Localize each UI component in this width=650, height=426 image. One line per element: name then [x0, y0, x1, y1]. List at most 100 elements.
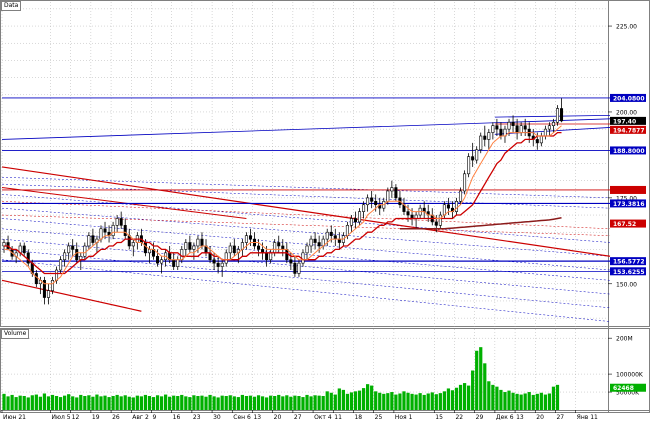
candle-body: [406, 211, 410, 216]
volume-bar: [200, 395, 204, 410]
volume-bar: [426, 393, 430, 410]
time-tick-label: 13: [253, 414, 261, 421]
volume-bar: [184, 396, 188, 410]
price-tag: [610, 146, 646, 155]
volume-bar: [370, 385, 374, 410]
volume-bar: [402, 391, 406, 410]
volume-bar: [164, 394, 168, 410]
volume-bar: [196, 395, 200, 410]
time-tick-label: Дек 6: [496, 414, 514, 421]
volume-bar: [2, 393, 6, 410]
volume-bar: [366, 384, 370, 410]
volume-bar: [394, 394, 398, 410]
volume-bar: [527, 392, 531, 410]
volume-bar: [269, 395, 273, 410]
candle-body: [386, 190, 390, 202]
volume-bar: [91, 396, 95, 410]
volume-bar: [471, 370, 475, 410]
fan-line: [1, 249, 611, 309]
candle-body: [551, 121, 555, 127]
volume-panel-title[interactable]: Volume: [1, 329, 30, 339]
candle-body: [34, 273, 38, 285]
volume-bar: [115, 394, 119, 410]
volume-bar: [281, 396, 285, 410]
volume-bar: [418, 393, 422, 410]
candle-body: [67, 245, 71, 254]
volume-bar: [30, 395, 34, 410]
candle-body: [115, 218, 119, 226]
time-tick-label: Июл 5: [51, 414, 70, 421]
time-tick-label: 27: [294, 414, 302, 421]
volume-bar: [321, 395, 325, 410]
candle-body: [309, 238, 313, 247]
candle-body: [547, 125, 551, 130]
volume-bar: [79, 394, 83, 410]
price-tag-label: 173.3816: [613, 201, 645, 208]
volume-bar: [462, 383, 467, 410]
volume-bar: [26, 397, 30, 410]
volume-bar: [349, 392, 354, 410]
candle-body: [349, 218, 353, 226]
volume-bar: [46, 396, 51, 410]
volume-bar: [507, 390, 511, 410]
volume-bar: [289, 396, 293, 410]
volume-bar: [204, 396, 208, 410]
time-tick-label: 20: [536, 414, 544, 421]
volume-bar: [414, 394, 418, 410]
volume-bar: [467, 385, 471, 410]
volume-bar: [248, 395, 253, 410]
candle-body: [507, 121, 511, 130]
volume-bar: [240, 394, 244, 410]
volume-bar: [317, 395, 321, 410]
volume-bar: [277, 394, 281, 410]
candle-body: [459, 190, 463, 202]
volume-bar: [236, 397, 240, 410]
volume-bar: [341, 389, 345, 410]
price-panel-title[interactable]: Data: [1, 1, 22, 11]
candle-body: [345, 225, 349, 236]
volume-bar: [111, 395, 115, 410]
volume-tick-label: 200M: [616, 336, 633, 343]
volume-bar: [265, 397, 269, 410]
candle-body: [297, 262, 301, 274]
price-tag-label: 197.40: [613, 118, 636, 125]
candle-body: [442, 204, 446, 216]
volume-bar: [386, 393, 390, 410]
trend-line: [494, 114, 611, 118]
volume-bar: [382, 393, 386, 410]
candle-body: [55, 269, 59, 281]
volume-bar: [547, 393, 552, 410]
candle-body: [71, 245, 75, 250]
volume-bar: [305, 394, 309, 410]
volume-bar: [83, 395, 87, 410]
volume-bar: [535, 393, 539, 410]
candle-body: [353, 218, 358, 223]
candle-body: [87, 235, 91, 247]
price-tick-label: 150.00: [616, 281, 637, 288]
volume-bar: [14, 397, 18, 410]
fan-line: [1, 259, 611, 322]
price-tick-label: 200.00: [616, 109, 637, 116]
price-tag: [610, 125, 646, 134]
volume-bar: [244, 395, 249, 410]
candle-body: [232, 245, 236, 254]
candle-body: [180, 249, 184, 261]
volume-bar: [390, 392, 394, 410]
fan-line: [1, 207, 611, 257]
price-tag-label: 194.7877: [613, 127, 645, 134]
time-tick-label: 27: [556, 414, 564, 421]
volume-bar: [232, 396, 236, 410]
candle-body: [539, 135, 543, 144]
volume-bar: [406, 392, 410, 410]
volume-bar: [50, 394, 55, 410]
price-axis: 150.00 175.00 200.00 225.00 204.0800 197.40 19…: [608, 24, 646, 288]
volume-bar: [151, 397, 156, 410]
volume-bar: [99, 396, 103, 410]
volume-tick-label: 50000K: [616, 390, 640, 397]
volume-bar: [551, 386, 556, 410]
volume-bar: [450, 390, 455, 410]
time-tick-label: Янв 11: [577, 414, 598, 421]
time-tick-label: 29: [476, 414, 484, 421]
candle-body: [216, 262, 220, 267]
